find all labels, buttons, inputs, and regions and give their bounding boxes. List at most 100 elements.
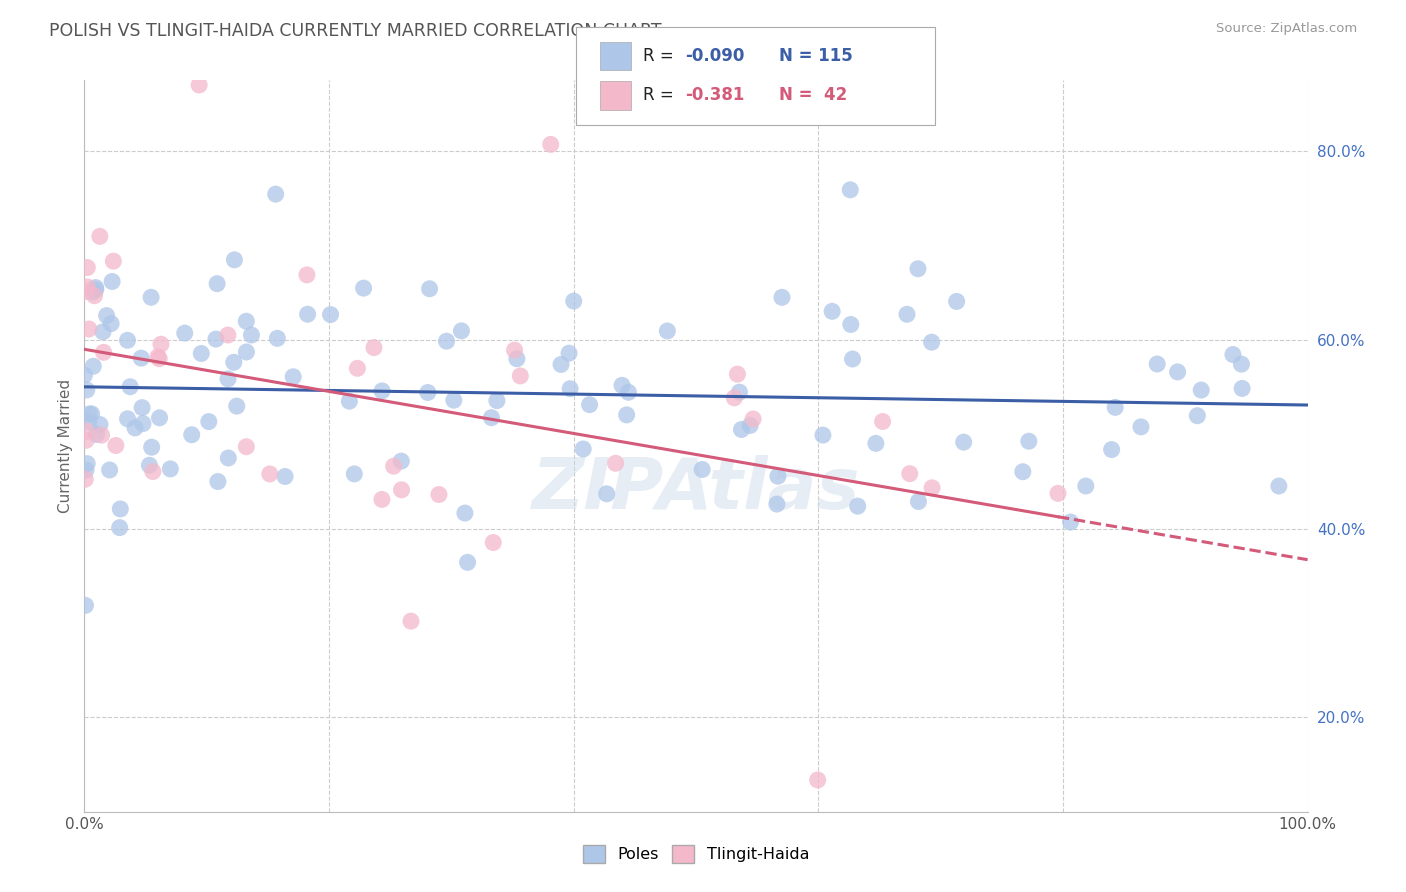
Point: [821, 304, 844, 318]
Point: [1046, 486, 1069, 500]
Point: [443, 393, 465, 408]
Point: [101, 275, 124, 289]
Point: [558, 382, 581, 396]
Point: [558, 346, 581, 360]
Point: [131, 401, 153, 415]
Point: [198, 415, 221, 429]
Point: [865, 436, 887, 450]
Point: [75, 434, 97, 448]
Point: [141, 440, 163, 454]
Point: [124, 421, 146, 435]
Point: [450, 324, 472, 338]
Point: [295, 268, 318, 282]
Point: [952, 435, 974, 450]
Point: [610, 378, 633, 392]
Point: [235, 440, 257, 454]
Point: [297, 307, 319, 321]
Point: [730, 422, 752, 436]
Point: [1187, 409, 1209, 423]
Point: [240, 328, 263, 343]
Point: [142, 465, 165, 479]
Point: [1129, 420, 1152, 434]
Point: [76, 260, 98, 275]
Point: [1104, 401, 1126, 415]
Point: [76, 424, 98, 438]
Point: [77, 322, 100, 336]
Point: [93, 345, 115, 359]
Point: [419, 282, 441, 296]
Point: [283, 369, 305, 384]
Point: [75, 285, 97, 299]
Point: [872, 415, 894, 429]
Point: [82, 285, 104, 299]
Point: [266, 331, 288, 345]
Point: [481, 410, 503, 425]
Point: [110, 502, 132, 516]
Point: [319, 308, 342, 322]
Point: [382, 459, 405, 474]
Point: [117, 333, 139, 347]
Point: [605, 456, 627, 470]
Point: [509, 368, 531, 383]
Point: [173, 326, 195, 340]
Point: [807, 772, 830, 787]
Point: [1059, 515, 1081, 529]
Point: [346, 361, 368, 376]
Point: [371, 492, 394, 507]
Point: [1230, 357, 1253, 371]
Point: [550, 358, 572, 372]
Point: [148, 351, 170, 366]
Point: [217, 372, 239, 386]
Text: R =: R =: [643, 47, 679, 65]
Point: [132, 417, 155, 431]
Point: [83, 288, 105, 302]
Text: R =: R =: [643, 87, 683, 104]
Point: [103, 254, 125, 268]
Point: [139, 290, 162, 304]
Point: [108, 521, 131, 535]
Point: [1011, 465, 1033, 479]
Legend: Poles, Tlingit-Haida: Poles, Tlingit-Haida: [576, 838, 815, 870]
Point: [222, 355, 245, 369]
Point: [1222, 347, 1244, 361]
Text: N = 115: N = 115: [779, 47, 852, 65]
Point: [86, 427, 108, 442]
Point: [225, 399, 247, 413]
Point: [503, 343, 526, 358]
Point: [90, 428, 112, 442]
Point: [839, 318, 862, 332]
Point: [371, 384, 394, 398]
Text: -0.381: -0.381: [685, 87, 744, 104]
Point: [389, 454, 412, 468]
Text: POLISH VS TLINGIT-HAIDA CURRENTLY MARRIED CORRELATION CHART: POLISH VS TLINGIT-HAIDA CURRENTLY MARRIE…: [49, 22, 662, 40]
Point: [1167, 365, 1189, 379]
Point: [485, 393, 508, 408]
Point: [766, 469, 789, 483]
Point: [657, 324, 679, 338]
Point: [841, 351, 863, 366]
Point: [1230, 381, 1253, 395]
Point: [770, 290, 793, 304]
Point: [572, 442, 595, 456]
Point: [217, 450, 239, 465]
Point: [436, 334, 458, 349]
Point: [596, 487, 619, 501]
Point: [84, 280, 107, 294]
Point: [506, 351, 529, 366]
Point: [89, 417, 111, 432]
Text: Source: ZipAtlas.com: Source: ZipAtlas.com: [1216, 22, 1357, 36]
Point: [205, 332, 228, 346]
Point: [898, 467, 921, 481]
Point: [811, 428, 834, 442]
Point: [742, 412, 765, 426]
Point: [188, 78, 211, 92]
Point: [616, 408, 638, 422]
Point: [728, 385, 751, 400]
Point: [907, 261, 929, 276]
Point: [75, 599, 97, 613]
Point: [117, 411, 139, 425]
Point: [725, 367, 748, 381]
Text: -0.090: -0.090: [685, 47, 744, 65]
Point: [343, 467, 366, 481]
Point: [76, 457, 98, 471]
